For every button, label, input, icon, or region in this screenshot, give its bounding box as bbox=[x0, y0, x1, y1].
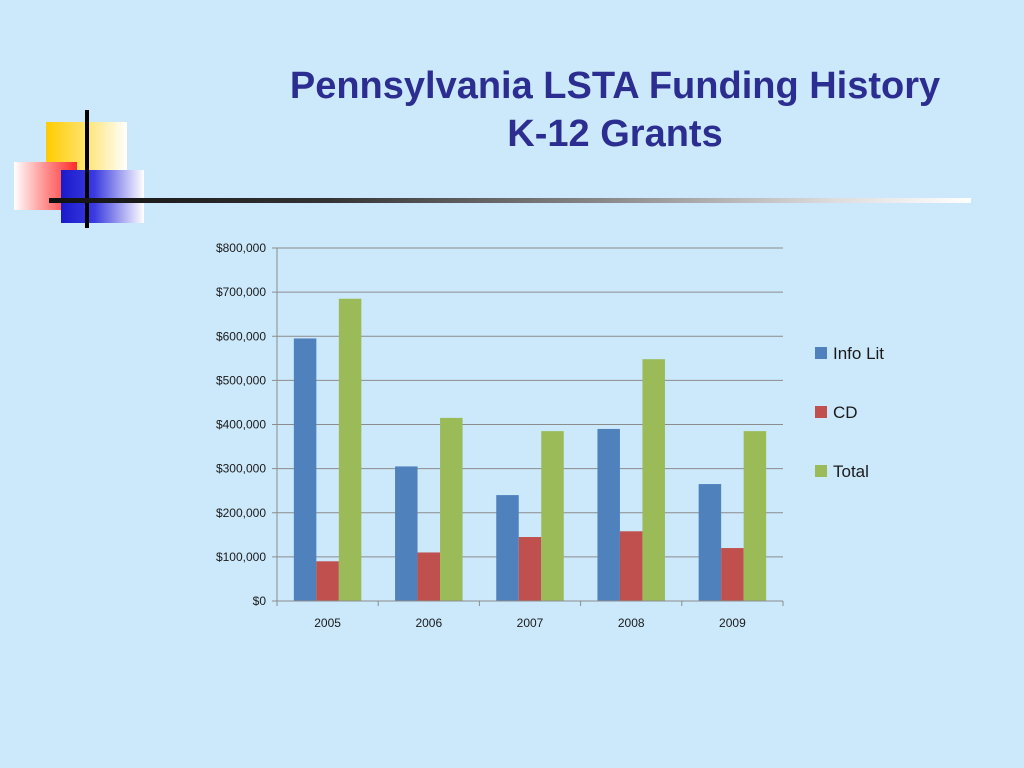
legend-label: Info Lit bbox=[833, 344, 884, 363]
bar-cd bbox=[518, 537, 542, 601]
x-tick-label: 2007 bbox=[517, 616, 544, 630]
legend-swatch bbox=[815, 406, 827, 418]
title-line-2: K-12 Grants bbox=[507, 113, 723, 155]
slide-title: Pennsylvania LSTA Funding History K-12 G… bbox=[190, 62, 1024, 158]
bar-info-lit bbox=[698, 484, 722, 601]
bar-total bbox=[541, 431, 564, 601]
y-tick-label: $700,000 bbox=[216, 285, 266, 299]
legend-swatch bbox=[815, 347, 827, 359]
bar-info-lit bbox=[597, 428, 620, 601]
y-axis-ticks: $0 $100,000 $200,000 $300,000 $400,000 $500,0… bbox=[216, 241, 277, 608]
legend-swatch bbox=[815, 465, 827, 477]
decor-horizontal-rule bbox=[49, 198, 971, 203]
y-tick-label: $500,000 bbox=[216, 373, 266, 387]
x-tick-label: 2009 bbox=[719, 616, 746, 630]
bar-cd bbox=[316, 561, 339, 601]
y-tick-label: $800,000 bbox=[216, 241, 266, 255]
axes bbox=[276, 248, 783, 602]
bar-total bbox=[338, 298, 362, 601]
bars bbox=[293, 298, 767, 601]
bar-info-lit bbox=[496, 495, 519, 601]
x-tick-label: 2008 bbox=[618, 616, 645, 630]
bar-cd bbox=[721, 548, 744, 601]
decor-vertical-line bbox=[85, 110, 89, 228]
bar-info-lit bbox=[395, 466, 418, 601]
y-tick-label: $200,000 bbox=[216, 506, 266, 520]
y-tick-label: $400,000 bbox=[216, 418, 266, 432]
title-line-1: Pennsylvania LSTA Funding History bbox=[289, 65, 941, 107]
bar-total bbox=[743, 431, 767, 601]
legend-label: Total bbox=[833, 462, 869, 481]
legend: Info Lit CD Total bbox=[815, 344, 884, 481]
bar-total bbox=[642, 359, 665, 601]
bar-total bbox=[440, 417, 463, 601]
bar-cd bbox=[417, 552, 441, 601]
bar-cd bbox=[619, 531, 643, 601]
legend-label: CD bbox=[833, 403, 858, 422]
y-tick-label: $300,000 bbox=[216, 462, 266, 476]
y-tick-label: $100,000 bbox=[216, 550, 266, 564]
decor-blue-square bbox=[61, 170, 144, 223]
y-tick-label: $0 bbox=[253, 594, 267, 608]
x-axis-ticks: 2005 2006 2007 2008 2009 bbox=[276, 601, 784, 630]
bar-info-lit bbox=[293, 338, 317, 601]
x-tick-label: 2006 bbox=[415, 616, 442, 630]
y-tick-label: $600,000 bbox=[216, 329, 266, 343]
x-tick-label: 2005 bbox=[314, 616, 341, 630]
